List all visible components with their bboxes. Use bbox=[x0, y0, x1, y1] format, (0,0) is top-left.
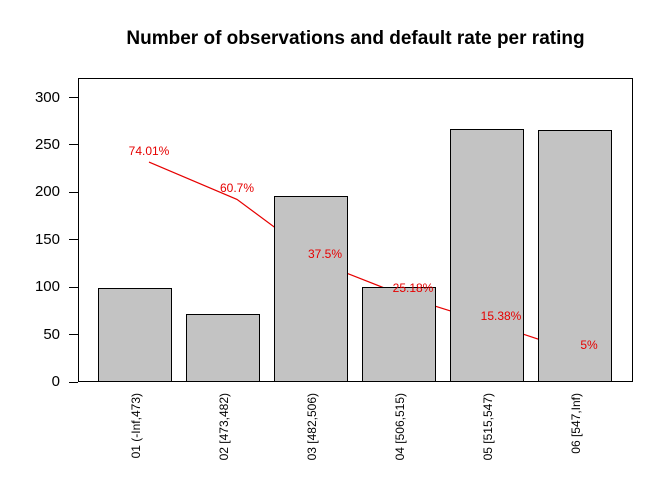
default-rate-value-label: 60.7% bbox=[219, 181, 255, 196]
x-axis-label-text: 03 [482,506) bbox=[305, 393, 319, 461]
bar-05 bbox=[450, 128, 524, 382]
y-axis-tick-label: 0 bbox=[51, 373, 60, 390]
x-axis-label: 06 [547,Inf) bbox=[569, 393, 583, 480]
x-axis-label-text: 06 [547,Inf) bbox=[569, 393, 583, 454]
y-axis-tick-label: 200 bbox=[34, 183, 60, 201]
y-axis-tick bbox=[69, 191, 78, 193]
bar-03 bbox=[274, 196, 348, 382]
y-axis-tick-label: 100 bbox=[34, 278, 60, 296]
y-axis-tick-label: 250 bbox=[34, 135, 60, 153]
x-axis-label-text: 04 [506,515) bbox=[393, 393, 407, 461]
y-axis-tick bbox=[69, 381, 78, 383]
x-axis-label: 05 [515,547) bbox=[481, 393, 495, 480]
y-axis-tick bbox=[69, 286, 78, 288]
y-axis-tick-label: 300 bbox=[34, 88, 60, 106]
x-axis-label: 04 [506,515) bbox=[393, 393, 407, 480]
x-axis-label-text: 05 [515,547) bbox=[481, 393, 495, 461]
default-rate-value-label: 5% bbox=[580, 337, 598, 352]
y-axis-tick-label: 150 bbox=[34, 230, 60, 248]
y-axis-tick bbox=[69, 334, 78, 336]
x-axis-label: 01 (-Inf,473) bbox=[129, 393, 143, 480]
bar-06 bbox=[538, 129, 612, 382]
y-axis-tick-label: 50 bbox=[43, 325, 60, 343]
bar-01 bbox=[98, 288, 172, 382]
x-axis-label: 02 [473,482) bbox=[217, 393, 231, 480]
x-axis-label: 03 [482,506) bbox=[305, 393, 319, 480]
y-axis-tick bbox=[69, 239, 78, 241]
default-rate-value-label: 25.18% bbox=[392, 281, 434, 296]
chart-title: Number of observations and default rate … bbox=[126, 28, 585, 49]
default-rate-value-label: 37.5% bbox=[307, 246, 343, 261]
bar-04 bbox=[362, 287, 436, 382]
default-rate-value-label: 15.38% bbox=[480, 308, 522, 323]
y-axis-tick bbox=[69, 97, 78, 98]
bar-02 bbox=[186, 313, 260, 382]
y-axis-tick bbox=[69, 144, 78, 146]
x-axis-label-text: 02 [473,482) bbox=[217, 393, 231, 461]
plot-area bbox=[78, 78, 633, 382]
x-axis-label-text: 01 (-Inf,473) bbox=[129, 393, 143, 459]
default-rate-value-label: 74.01% bbox=[128, 144, 170, 159]
